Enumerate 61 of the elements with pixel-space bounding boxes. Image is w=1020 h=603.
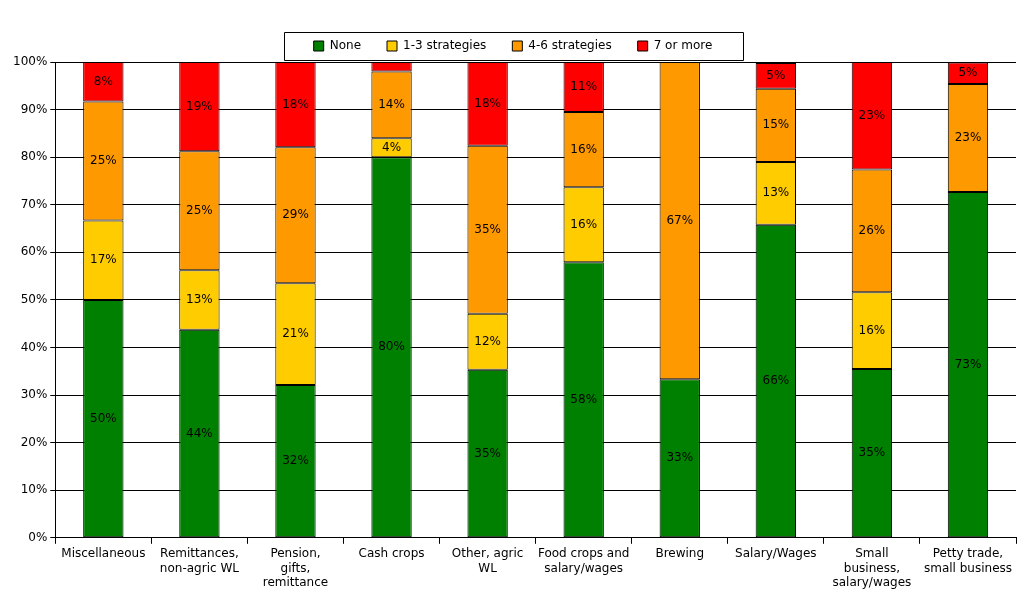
legend-label: 1-3 strategies bbox=[403, 38, 487, 53]
y-tick-label: 40% bbox=[20, 339, 48, 354]
y-tick-label: 10% bbox=[20, 482, 48, 497]
data-label: 50% bbox=[90, 410, 117, 425]
data-label: 19% bbox=[186, 98, 213, 113]
x-tick-label: Pension, gifts, remittance bbox=[262, 546, 329, 589]
y-tick-label: 80% bbox=[20, 149, 48, 164]
data-label: 13% bbox=[762, 185, 790, 200]
data-label: 25% bbox=[90, 153, 117, 168]
x-tick-label: Cash crops bbox=[358, 546, 425, 561]
x-tick-label: Food crops and salary/wages bbox=[537, 546, 630, 575]
data-label: 32% bbox=[282, 453, 309, 468]
data-label: 33% bbox=[666, 450, 694, 465]
data-label: 58% bbox=[570, 391, 598, 406]
data-label: 16% bbox=[570, 141, 598, 156]
y-tick-label: 50% bbox=[20, 292, 48, 307]
data-label: 29% bbox=[282, 207, 309, 222]
data-label: 21% bbox=[282, 326, 309, 341]
data-label: 35% bbox=[474, 445, 501, 460]
x-tick-label: Brewing bbox=[655, 546, 705, 561]
data-label: 18% bbox=[282, 96, 309, 111]
legend-label: None bbox=[329, 38, 362, 53]
data-label: 12% bbox=[474, 333, 501, 348]
x-tick-label: Miscellaneous bbox=[61, 546, 146, 561]
data-label: 8% bbox=[93, 73, 113, 88]
y-tick-label: 20% bbox=[20, 434, 48, 449]
data-label: 13% bbox=[186, 292, 213, 307]
data-label: 5% bbox=[766, 67, 786, 82]
legend-label: 7 or more bbox=[653, 38, 713, 53]
data-label: 4% bbox=[382, 139, 402, 154]
data-label: 14% bbox=[378, 96, 405, 111]
data-label: 23% bbox=[954, 130, 982, 145]
x-tick-label: Remittances, non-agric WL bbox=[159, 546, 240, 575]
data-label: 16% bbox=[570, 216, 598, 231]
y-tick-label: 30% bbox=[20, 387, 48, 402]
y-tick-label: 100% bbox=[12, 54, 48, 69]
data-label: 73% bbox=[954, 356, 982, 371]
y-tick-label: 60% bbox=[20, 244, 48, 259]
data-label: 18% bbox=[474, 96, 501, 110]
x-tick-label: Petty trade, small business bbox=[923, 546, 1012, 575]
data-label: 25% bbox=[186, 202, 213, 217]
data-label: 66% bbox=[762, 373, 790, 388]
data-label: 23% bbox=[858, 107, 886, 122]
x-tick-label: Other, agric WL bbox=[451, 546, 524, 575]
data-label: 11% bbox=[570, 79, 598, 94]
y-tick-label: 90% bbox=[20, 101, 48, 116]
y-tick-label: 70% bbox=[20, 196, 48, 211]
x-tick-label: Small business, salary/wages bbox=[832, 546, 912, 589]
data-label: 17% bbox=[90, 252, 117, 267]
x-tick-label: Salary/Wages bbox=[735, 546, 817, 561]
data-label: 67% bbox=[666, 212, 694, 227]
data-label: 26% bbox=[858, 223, 886, 238]
data-label: 44% bbox=[186, 425, 213, 440]
data-label: 15% bbox=[762, 117, 790, 132]
data-label: 80% bbox=[378, 339, 405, 354]
data-label: 35% bbox=[858, 445, 886, 460]
data-label: 5% bbox=[958, 65, 978, 80]
y-tick-label: 0% bbox=[28, 529, 48, 544]
data-label: 16% bbox=[858, 322, 886, 337]
data-label: 35% bbox=[474, 221, 501, 236]
legend-label: 4-6 strategies bbox=[528, 38, 612, 53]
